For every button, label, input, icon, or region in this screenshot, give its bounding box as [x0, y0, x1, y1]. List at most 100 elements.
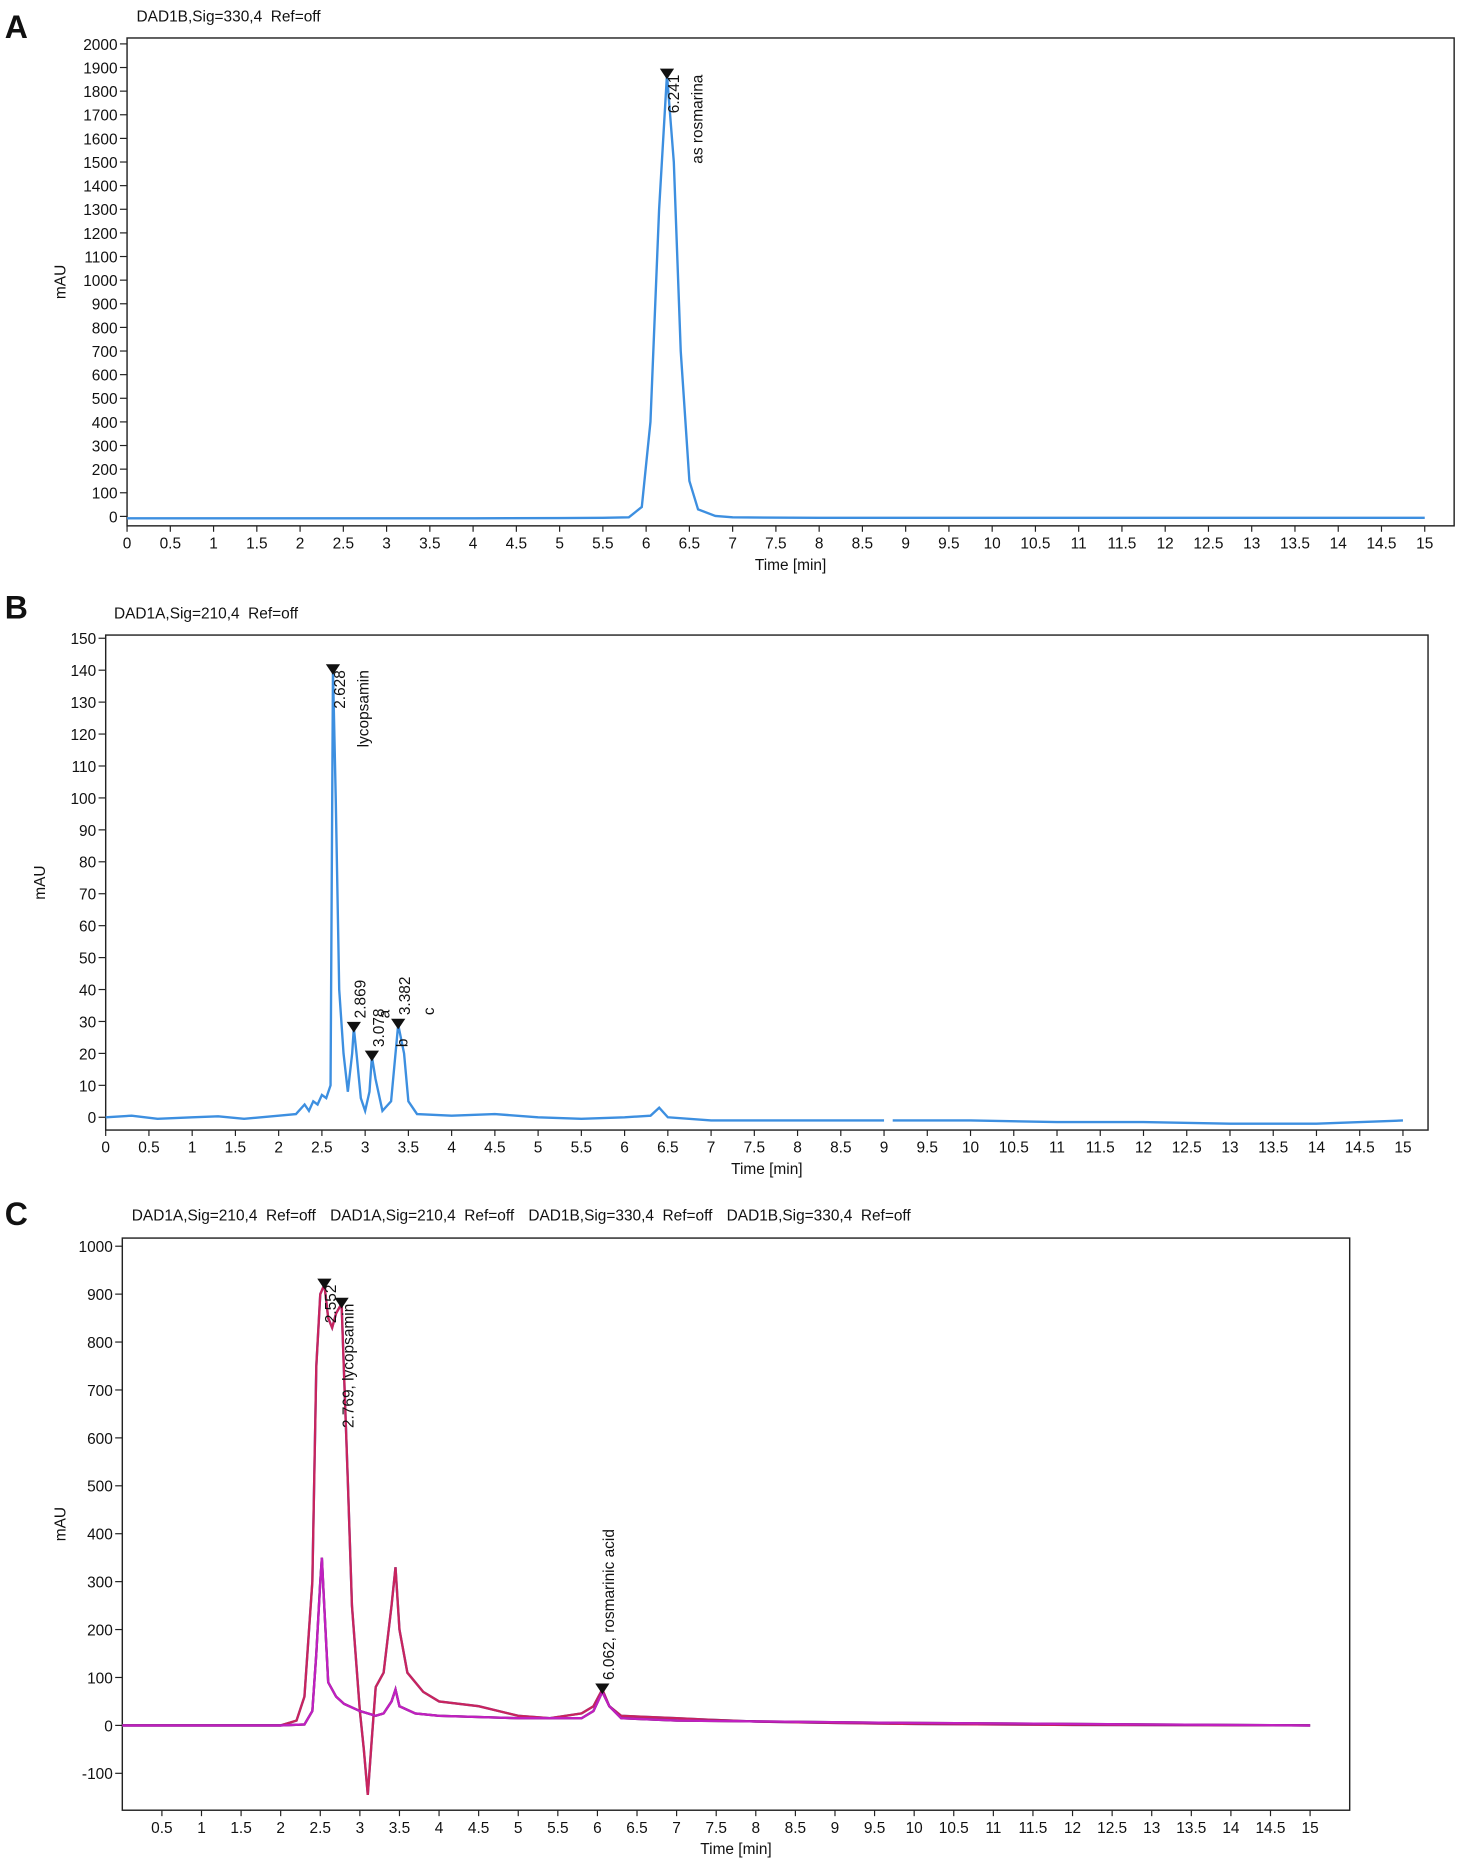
x-tick-label: 3.5 — [419, 535, 440, 552]
x-tick-label: 1.5 — [230, 1820, 251, 1837]
x-tick-label: 12 — [1135, 1140, 1152, 1157]
y-tick-label: 900 — [87, 1287, 113, 1304]
signal-line — [122, 1557, 1311, 1727]
legend-entry: DAD1B,Sig=330,4 Ref=off — [528, 1207, 713, 1224]
x-tick-label: 3.5 — [398, 1140, 419, 1157]
x-tick-label: 10 — [906, 1820, 923, 1837]
x-tick-label: 10 — [984, 535, 1001, 552]
x-tick-label: 6 — [642, 535, 651, 552]
x-tick-label: 11.5 — [1019, 1820, 1048, 1837]
plot-frame — [126, 37, 1455, 527]
peak-label: 3.382 — [397, 977, 414, 1016]
x-tick-label: 7.5 — [705, 1820, 726, 1837]
x-tick-label: 5 — [514, 1820, 523, 1837]
y-tick-label: 100 — [70, 791, 96, 808]
y-tick-label: 500 — [92, 391, 118, 408]
x-tick-label: 9 — [880, 1140, 889, 1157]
panel-label: A — [5, 9, 28, 45]
y-tick-label: 1900 — [83, 60, 117, 77]
x-tick-label: 2 — [276, 1820, 285, 1837]
y-tick-label: 2000 — [83, 37, 117, 54]
peak-label: as rosmarina — [690, 74, 707, 164]
peak-label: 2.628 — [332, 670, 349, 709]
x-tick-label: 3 — [356, 1820, 365, 1837]
y-tick-label: 800 — [92, 320, 118, 337]
x-tick-label: 2 — [296, 535, 305, 552]
x-tick-label: 4.5 — [506, 535, 527, 552]
x-tick-label: 2.5 — [310, 1820, 331, 1837]
y-tick-label: 1000 — [83, 273, 117, 290]
x-tick-label: 1 — [197, 1820, 206, 1837]
peak-marker — [595, 1683, 610, 1695]
y-tick-label: 400 — [87, 1527, 113, 1544]
peak-marker — [391, 1018, 406, 1030]
x-tick-label: 1.5 — [225, 1140, 246, 1157]
peak-label: b — [394, 1039, 411, 1048]
peak-label: 2.869 — [353, 980, 370, 1019]
x-tick-label: 9 — [901, 535, 910, 552]
x-tick-label: 5.5 — [592, 535, 613, 552]
x-tick-label: 9.5 — [917, 1140, 938, 1157]
x-tick-label: 9.5 — [938, 535, 959, 552]
y-tick-label: 0 — [109, 509, 118, 526]
peak-label: 2.769, lycopsamin — [340, 1304, 357, 1428]
x-tick-label: 0.5 — [138, 1140, 159, 1157]
y-tick-label: 1400 — [83, 179, 117, 196]
y-tick-label: 200 — [92, 462, 118, 479]
x-tick-label: 6 — [593, 1820, 602, 1837]
x-tick-label: 9 — [831, 1820, 840, 1837]
y-tick-label: -100 — [82, 1766, 113, 1783]
y-tick-label: 110 — [72, 759, 97, 776]
x-tick-label: 11 — [1049, 1140, 1065, 1157]
plot-frame — [104, 634, 1429, 1131]
y-tick-label: 130 — [70, 695, 96, 712]
x-tick-label: 4 — [435, 1820, 444, 1837]
x-tick-label: 0 — [101, 1140, 110, 1157]
x-tick-label: 13.5 — [1280, 535, 1310, 552]
y-tick-label: 300 — [92, 438, 118, 455]
x-tick-label: 8.5 — [830, 1140, 851, 1157]
y-tick-label: 1500 — [83, 155, 117, 172]
x-tick-label: 12.5 — [1097, 1820, 1127, 1837]
x-tick-label: 7.5 — [744, 1140, 765, 1157]
y-tick-label: 500 — [87, 1479, 113, 1496]
x-tick-label: 4 — [447, 1140, 456, 1157]
y-tick-label: 1700 — [83, 108, 117, 125]
peak-label: lycopsamin — [356, 670, 373, 747]
peak-label: 6.062, rosmarinic acid — [601, 1529, 618, 1680]
x-tick-label: 5 — [555, 535, 564, 552]
peak-label: c — [421, 1007, 438, 1015]
x-tick-label: 4.5 — [468, 1820, 489, 1837]
chart-panel: A010020030040050060070080090010001100120… — [5, 8, 1455, 574]
x-tick-label: 7 — [707, 1140, 716, 1157]
x-axis-label: Time [min] — [700, 1841, 771, 1858]
x-tick-label: 12 — [1157, 535, 1174, 552]
x-axis-label: Time [min] — [731, 1161, 802, 1178]
y-tick-label: 1600 — [83, 131, 117, 148]
y-tick-label: 1000 — [79, 1239, 113, 1256]
x-tick-label: 6.5 — [626, 1820, 647, 1837]
x-tick-label: 7 — [728, 535, 737, 552]
x-tick-label: 4 — [469, 535, 478, 552]
x-tick-label: 3 — [361, 1140, 370, 1157]
y-tick-label: 1200 — [83, 226, 117, 243]
y-tick-label: 40 — [79, 982, 96, 999]
x-tick-label: 6.5 — [657, 1140, 678, 1157]
peak-label: 2.552 — [323, 1285, 340, 1324]
y-tick-label: 90 — [79, 823, 96, 840]
signal-line — [122, 1279, 1311, 1795]
y-tick-label: 1100 — [84, 249, 117, 266]
x-tick-label: 1 — [188, 1140, 197, 1157]
x-tick-label: 13 — [1221, 1140, 1238, 1157]
x-tick-label: 13 — [1243, 535, 1260, 552]
x-tick-label: 7.5 — [765, 535, 786, 552]
peak-marker — [334, 1297, 349, 1309]
x-tick-label: 8.5 — [785, 1820, 806, 1837]
legend-entry: DAD1A,Sig=210,4 Ref=off — [132, 1207, 317, 1224]
signal-line — [122, 1557, 1311, 1727]
y-tick-label: 150 — [70, 631, 96, 648]
peak-marker — [659, 68, 675, 80]
x-tick-label: 4.5 — [484, 1140, 505, 1157]
x-tick-label: 8.5 — [852, 535, 873, 552]
